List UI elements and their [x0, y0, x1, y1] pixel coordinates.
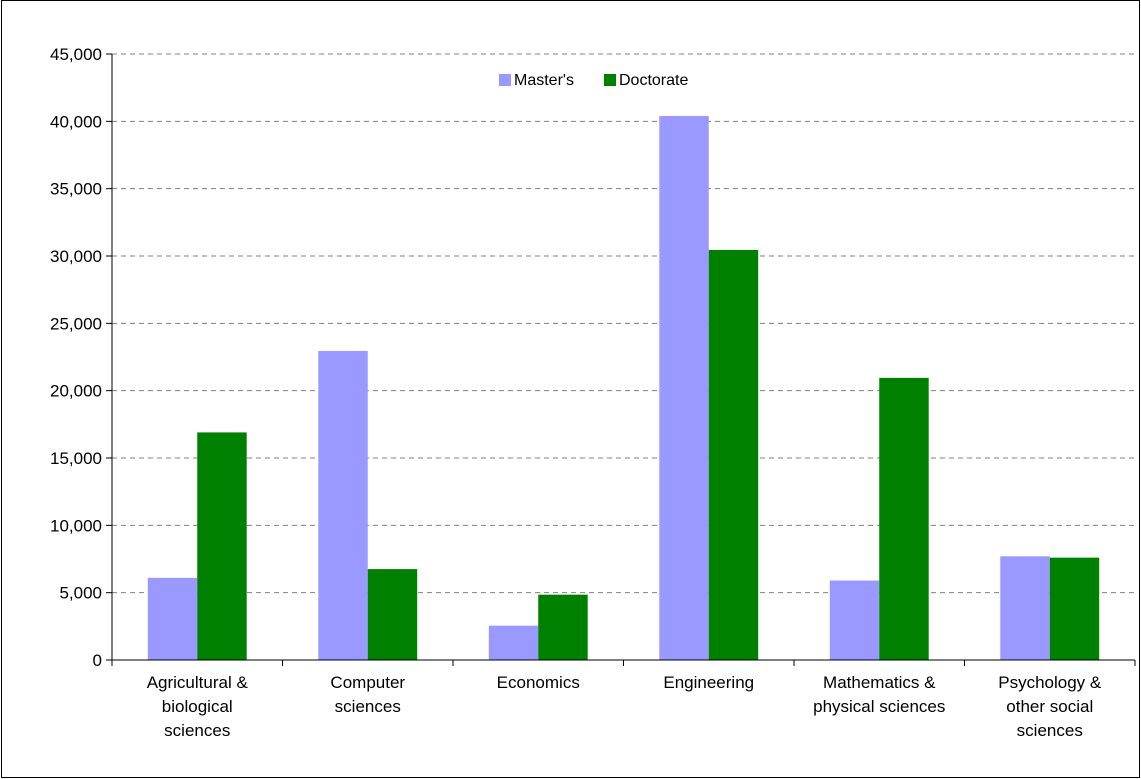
bar-doctorate: [538, 594, 588, 660]
y-tick-labels: 0 5,000 10,000 15,000 20,000 25,000 30,000 35,0…: [50, 45, 112, 670]
bar-doctorate: [367, 569, 418, 660]
x-tick-label: Economics: [497, 673, 580, 692]
axes: [111, 54, 1135, 661]
x-tick-label: Psychology & other social sciences: [998, 673, 1102, 740]
bar-masters: [147, 577, 198, 660]
gridlines: [112, 53, 1135, 594]
y-tick-label: 30,000: [50, 247, 102, 266]
y-tick-label: 25,000: [50, 314, 102, 333]
y-tick-label: 10,000: [50, 516, 102, 535]
bar-masters: [1000, 556, 1050, 660]
bar-doctorate: [879, 377, 929, 660]
x-tick-label: Computer sciences: [330, 673, 405, 716]
bar-masters: [318, 350, 368, 660]
bar-masters: [829, 580, 880, 660]
x-tick-labels: Agricultural & biological sciences Computer…: [111, 660, 1136, 740]
bar-doctorate: [708, 249, 759, 660]
bar-doctorate: [1049, 557, 1100, 660]
y-tick-label: 20,000: [50, 382, 102, 401]
legend-swatch-masters: [499, 74, 511, 86]
bar-masters: [659, 115, 709, 661]
x-tick-label: Agricultural & biological sciences: [147, 673, 249, 740]
legend-label-masters: Master's: [514, 72, 574, 89]
x-tick-label: Engineering: [663, 673, 754, 692]
bar-doctorate: [197, 432, 247, 660]
y-tick-label: 35,000: [50, 180, 102, 199]
y-tick-label: 40,000: [50, 112, 102, 131]
y-tick-label: 45,000: [50, 45, 102, 64]
bar-masters: [488, 625, 539, 660]
legend: Master's Doctorate: [499, 72, 688, 89]
legend-label-doctorate: Doctorate: [619, 72, 688, 89]
y-tick-label: 15,000: [50, 449, 102, 468]
y-tick-label: 5,000: [59, 584, 102, 603]
y-tick-label: 0: [93, 651, 102, 670]
x-tick-label: Mathematics & physical sciences: [813, 673, 945, 716]
legend-swatch-doctorate: [604, 74, 616, 86]
bars: [147, 115, 1100, 661]
